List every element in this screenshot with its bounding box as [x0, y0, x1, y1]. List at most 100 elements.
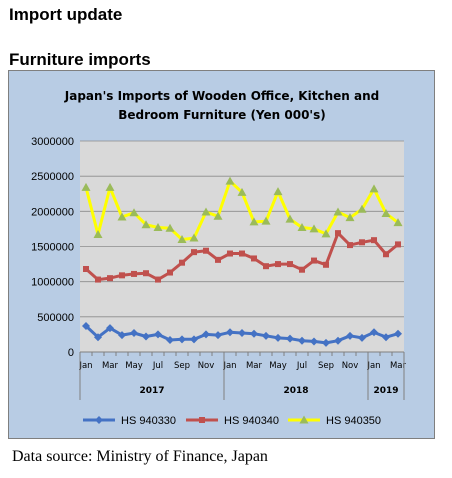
data-point: [165, 223, 175, 232]
data-point: [131, 270, 137, 277]
x-tick-label: Mar: [246, 361, 263, 371]
legend-label: HS 940330: [121, 415, 176, 427]
data-point: [250, 329, 258, 338]
data-point: [394, 329, 402, 338]
data-point: [119, 272, 125, 279]
data-point: [213, 211, 223, 220]
chart-title-line: Japan's Imports of Wooden Office, Kitche…: [64, 89, 379, 103]
data-point: [202, 330, 210, 339]
data-point: [393, 218, 403, 227]
y-tick-label: 500000: [37, 312, 74, 324]
data-point: [239, 250, 245, 257]
data-point: [106, 324, 114, 333]
data-point: [273, 187, 283, 196]
data-point: [381, 208, 391, 217]
legend-marker: [95, 416, 103, 424]
data-point: [167, 269, 173, 276]
y-tick-label: 2000000: [31, 206, 74, 218]
data-point: [82, 321, 90, 330]
data-point: [143, 270, 149, 277]
x-tick-label: Sep: [318, 361, 334, 371]
y-tick-label: 3000000: [31, 136, 74, 148]
data-point: [323, 261, 329, 268]
data-point: [382, 333, 390, 342]
data-point: [95, 276, 101, 283]
legend-marker: [199, 417, 205, 423]
data-point: [93, 230, 103, 239]
data-source-note: Data source: Ministry of Finance, Japan: [12, 448, 268, 465]
data-point: [310, 337, 318, 346]
data-point: [215, 256, 221, 263]
year-label: 2018: [283, 386, 308, 396]
data-point: [299, 266, 305, 273]
data-point: [130, 329, 138, 338]
data-point: [154, 330, 162, 339]
data-point: [335, 230, 341, 237]
data-point: [262, 331, 270, 340]
data-point: [286, 334, 294, 343]
data-point: [357, 204, 367, 213]
data-point: [227, 250, 233, 257]
data-point: [118, 331, 126, 340]
x-tick-label: Jul: [152, 361, 163, 371]
data-point: [309, 224, 319, 233]
data-point: [311, 257, 317, 264]
x-tick-label: Jul: [296, 361, 307, 371]
x-tick-label: May: [125, 361, 143, 371]
x-tick-label: Jan: [78, 361, 92, 371]
data-point: [141, 220, 151, 229]
data-point: [274, 333, 282, 342]
y-tick-label: 0: [68, 347, 74, 359]
data-point: [346, 331, 354, 340]
data-point: [251, 255, 257, 262]
data-point: [178, 335, 186, 344]
data-point: [129, 208, 139, 217]
x-tick-label: Jan: [222, 361, 236, 371]
data-point: [214, 331, 222, 340]
data-point: [226, 328, 234, 337]
chart-title-line: Bedroom Furniture (Yen 000's): [118, 108, 325, 122]
legend-marker: [299, 415, 309, 424]
data-point: [287, 261, 293, 268]
chart-heading: Furniture imports: [9, 50, 151, 69]
data-point: [370, 328, 378, 337]
data-point: [322, 338, 330, 347]
data-point: [333, 207, 343, 216]
data-point: [155, 276, 161, 283]
data-point: [177, 234, 187, 243]
data-point: [285, 214, 295, 223]
data-point: [359, 239, 365, 246]
data-point: [371, 237, 377, 244]
data-point: [298, 336, 306, 345]
data-point: [153, 223, 163, 232]
y-tick-label: 2500000: [31, 171, 74, 183]
page-heading: Import update: [9, 5, 123, 24]
data-point: [94, 333, 102, 342]
data-point: [191, 249, 197, 256]
data-point: [166, 336, 174, 345]
data-point: [383, 251, 389, 258]
data-point: [249, 217, 259, 226]
data-point: [83, 266, 89, 273]
data-point: [238, 329, 246, 338]
x-tick-label: Mar: [390, 361, 407, 371]
data-point: [142, 332, 150, 341]
legend-label: HS 940350: [326, 415, 381, 427]
data-point: [117, 212, 127, 221]
data-point: [201, 207, 211, 216]
data-point: [203, 247, 209, 254]
y-tick-label: 1500000: [31, 242, 74, 254]
data-point: [395, 241, 401, 248]
data-point: [275, 261, 281, 268]
data-point: [261, 216, 271, 225]
data-point: [190, 335, 198, 344]
data-point: [179, 259, 185, 266]
data-point: [369, 184, 379, 193]
data-point: [345, 213, 355, 222]
data-point: [358, 333, 366, 342]
x-tick-label: Jan: [366, 361, 380, 371]
data-point: [334, 336, 342, 345]
x-tick-label: May: [269, 361, 287, 371]
data-point: [81, 182, 91, 191]
